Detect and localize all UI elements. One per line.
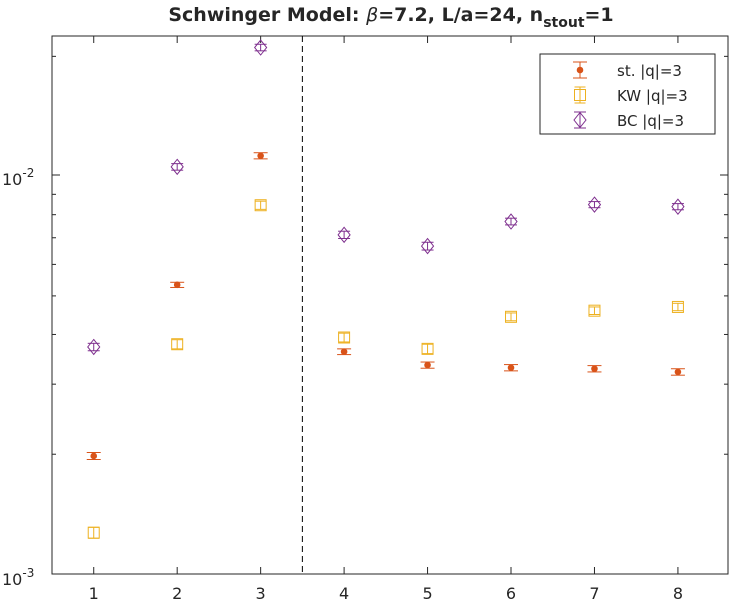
data-point <box>587 196 602 213</box>
y-minor-ticks <box>52 55 728 455</box>
data-point <box>340 348 348 356</box>
legend-box <box>539 53 716 135</box>
data-point <box>588 304 601 317</box>
legend-label-st: st. |q|=3 <box>617 62 682 80</box>
data-point <box>170 158 184 176</box>
data-point <box>338 331 351 344</box>
xtick-label: 4 <box>339 584 349 603</box>
legend: st. |q|=3 KW |q|=3 BC |q|=3 <box>539 53 716 135</box>
title-beta: β <box>365 4 378 26</box>
series-1 <box>87 199 684 539</box>
data-point <box>591 365 598 373</box>
data-point <box>254 199 267 212</box>
data-point <box>671 198 685 215</box>
data-point <box>257 152 264 160</box>
xtick-label: 7 <box>589 584 599 603</box>
data-point <box>254 39 268 56</box>
xtick-label: 1 <box>89 584 99 603</box>
legend-marker <box>574 89 586 101</box>
data-point <box>171 338 184 351</box>
y-major-ticks <box>52 174 728 575</box>
data-point <box>505 310 518 323</box>
data-point <box>337 226 351 244</box>
data-point <box>421 342 434 355</box>
legend-label-kw: KW |q|=3 <box>617 87 688 105</box>
legend-label-bc: BC |q|=3 <box>617 112 684 130</box>
title-params: =7.2, L/a=24, n <box>378 4 543 26</box>
y-axis-labels: 10-3 10-2 <box>2 166 34 589</box>
x-axis-ticks: 1 2 3 4 5 6 7 8 <box>89 36 683 603</box>
data-point <box>87 526 100 539</box>
xtick-label: 3 <box>256 584 266 603</box>
xtick-label: 5 <box>422 584 432 603</box>
ytick-label-1e-3: 10-3 <box>2 566 34 589</box>
legend-marker <box>573 111 587 129</box>
data-point <box>507 364 515 371</box>
legend-marker <box>576 66 584 74</box>
title-tail: =1 <box>585 4 614 26</box>
data-point <box>424 361 431 369</box>
data-point <box>87 338 101 356</box>
xtick-label: 6 <box>506 584 516 603</box>
series-layer <box>86 39 685 539</box>
data-point <box>671 300 684 313</box>
series-2 <box>87 39 685 356</box>
xtick-label: 2 <box>172 584 182 603</box>
title-main: Schwinger Model: <box>168 4 366 26</box>
title-sub: stout <box>543 15 585 31</box>
xtick-label: 8 <box>673 584 683 603</box>
data-point <box>173 281 181 289</box>
data-point <box>504 213 518 230</box>
data-point <box>420 237 435 255</box>
data-point <box>90 452 98 460</box>
series-0 <box>86 152 685 460</box>
ytick-label-1e-2: 10-2 <box>2 166 34 189</box>
legend-markers <box>573 61 587 129</box>
data-point <box>674 368 682 376</box>
chart-title: Schwinger Model: β=7.2, L/a=24, nstout=1 <box>168 4 613 31</box>
